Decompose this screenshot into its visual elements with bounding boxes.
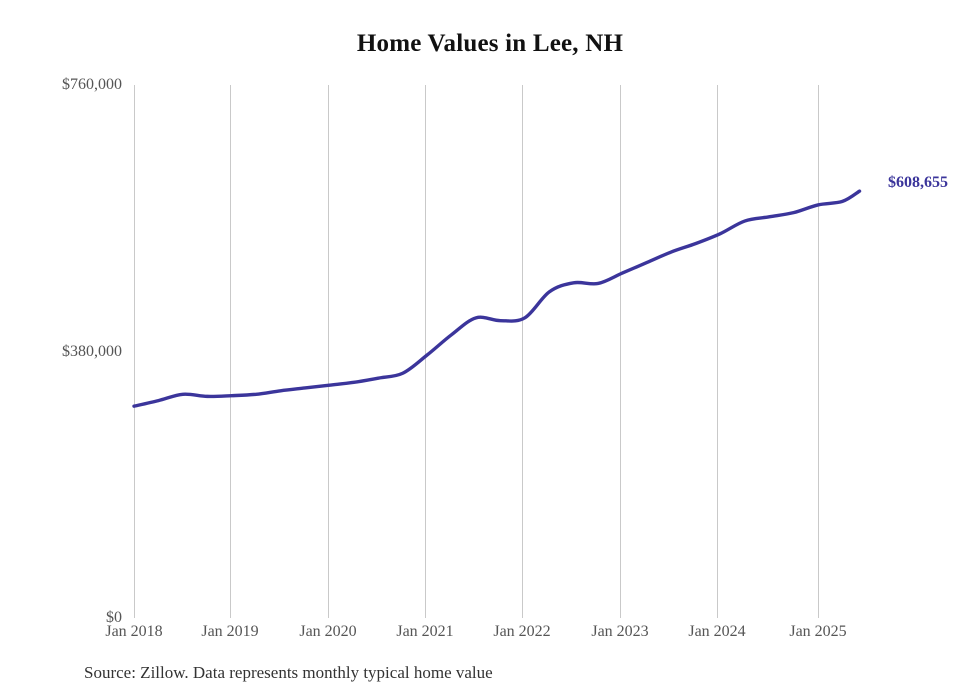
- y-axis-tick-label: $0: [106, 609, 122, 626]
- x-axis-tick-label: Jan 2022: [493, 623, 551, 640]
- y-axis-tick-label: $760,000: [62, 76, 122, 93]
- source-footnote: Source: Zillow. Data represents monthly …: [84, 663, 493, 682]
- x-axis-tick-label: Jan 2019: [201, 623, 259, 640]
- plot-area: [132, 85, 878, 618]
- y-axis-tick-label: $380,000: [62, 343, 122, 360]
- x-axis-tick-label: Jan 2018: [105, 623, 163, 640]
- x-axis-tick-label: Jan 2020: [299, 623, 357, 640]
- x-axis-tick-label: Jan 2021: [396, 623, 454, 640]
- series-line-typical-home-value: [132, 189, 862, 408]
- chart-title: Home Values in Lee, NH: [356, 30, 624, 57]
- y-axis: $760,000 $380,000 $0: [0, 0, 122, 699]
- x-axis-tick-label: Jan 2023: [591, 623, 649, 640]
- x-axis-tick-label: Jan 2025: [789, 623, 847, 640]
- end-value-annotation: $608,655: [888, 174, 948, 191]
- gridlines-group: [134, 85, 819, 618]
- x-axis-tick-label: Jan 2024: [688, 623, 746, 640]
- series-line-svg: [132, 85, 862, 618]
